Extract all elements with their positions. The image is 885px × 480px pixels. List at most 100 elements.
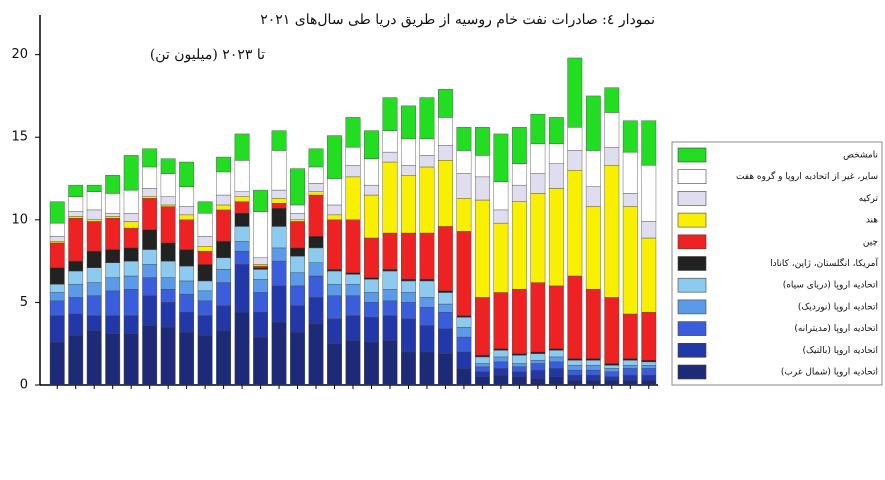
bar-segment [511,201,527,290]
bar-segment [290,305,305,333]
legend-swatch [677,191,707,206]
bar-segment [234,241,250,252]
bar-segment [401,292,416,303]
bar-segment [401,279,416,282]
bar-segment [604,379,620,386]
bar-segment [179,206,195,216]
bar-segment [364,194,379,239]
bar-segment [401,138,416,166]
legend-swatch [677,234,707,250]
bar-segment [160,196,176,206]
bar-segment [622,313,638,359]
bar-segment [382,300,398,316]
bar-segment [585,150,601,187]
bar-segment [271,260,287,287]
bar-segment [290,168,305,206]
legend-swatch [677,169,707,184]
bar-segment [253,264,268,267]
bar-segment [86,267,102,283]
bar-segment [364,184,379,196]
bar-segment [493,181,509,211]
bar-segment [474,363,490,368]
bar-segment [197,300,213,316]
bar-segment [622,379,638,386]
bar-segment [142,229,158,250]
bar-segment [474,366,490,372]
bar-segment [216,282,232,306]
bar-segment [327,295,342,320]
bar-segment [604,376,620,381]
bar-segment [68,196,84,212]
bar-segment [308,262,324,277]
bar-segment [49,201,65,224]
bar-segment [364,130,379,159]
bar-segment [234,133,250,161]
bar-segment [105,217,121,250]
bar-segment [234,213,250,227]
bar-segment [382,288,398,301]
bar-segment [604,165,620,298]
bar-segment [105,249,121,263]
bar-segment [216,241,232,259]
bar-segment [123,155,139,191]
bar-segment [511,288,527,354]
bar-segment [216,156,232,173]
bar-segment [197,246,213,252]
bar-segment [234,196,250,202]
bar-segment [401,175,416,234]
bar-segment [604,146,620,166]
bar-segment [401,351,416,386]
bar-segment [234,160,250,192]
bar-segment [474,371,490,377]
bar-segment [142,325,158,386]
bar-segment [622,358,638,361]
bar-segment [548,376,564,386]
bar-segment [308,191,324,196]
legend-label: اتحادیه اروپا (نوردیک) [798,302,878,312]
bar-segment [49,267,65,285]
bar-segment [345,176,361,221]
bar-segment [419,138,435,156]
bar-segment [530,353,546,361]
bar-segment [86,184,102,192]
bar-segment [511,376,527,386]
bar-segment [438,160,453,227]
bar-segment [68,260,84,272]
bar-segment [530,143,546,174]
bar-segment [456,315,472,318]
bar-segment [160,326,176,386]
bar-segment [585,206,601,290]
bar-segment [382,315,398,341]
bar-segment [253,267,268,270]
bar-segment [345,315,361,341]
bar-segment [511,127,527,164]
bar-segment [456,127,472,151]
bar-segment [327,284,342,297]
bar-segment [567,170,583,277]
bar-segment [86,282,102,297]
bar-segment [493,133,509,183]
bar-segment [345,295,361,316]
bar-segment [234,251,250,265]
bar-segment [142,198,158,230]
bar-segment [345,340,361,386]
bar-segment [49,341,65,386]
bar-segment [123,213,139,222]
bar-segment [179,331,195,386]
bar-segment [327,219,342,270]
bar-segment [271,322,287,386]
bar-segment [364,317,379,343]
bar-segment [271,130,287,151]
bar-segment [179,219,195,250]
bar-segment [641,221,657,239]
bar-segment [123,221,139,229]
bar-segment [456,317,472,328]
bar-segment [493,368,509,376]
bar-segment [641,237,657,313]
bar-segment [234,312,250,386]
legend-label: هند [866,216,878,226]
bar-segment [493,348,509,351]
bar-segment [641,360,657,363]
bar-segment [197,201,213,214]
bar-segment [401,165,416,176]
